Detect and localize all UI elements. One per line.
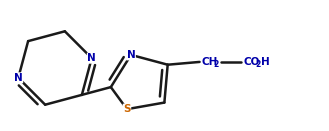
Text: CH: CH <box>202 57 218 67</box>
Text: S: S <box>123 104 131 114</box>
Text: H: H <box>261 57 269 67</box>
Text: N: N <box>127 50 135 60</box>
Text: N: N <box>14 73 23 83</box>
Text: N: N <box>87 53 96 63</box>
Text: 2: 2 <box>256 60 261 69</box>
Text: 2: 2 <box>214 60 219 69</box>
Text: CO: CO <box>243 57 260 67</box>
